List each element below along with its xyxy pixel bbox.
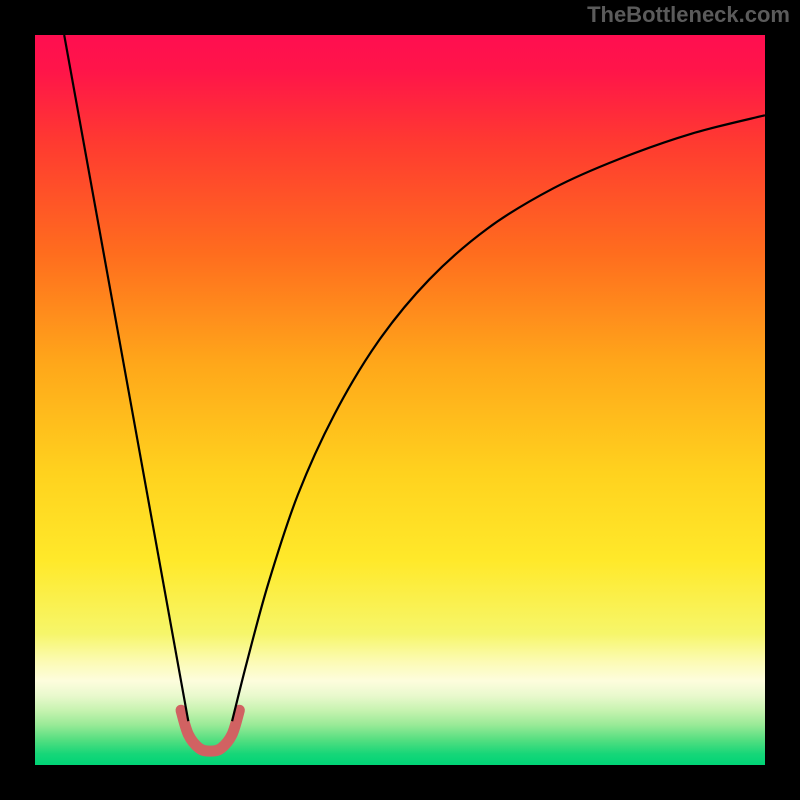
chart-frame: TheBottleneck.com	[0, 0, 800, 800]
bottleneck-chart	[35, 35, 765, 765]
watermark-text: TheBottleneck.com	[587, 2, 790, 28]
plot-area	[35, 35, 765, 765]
